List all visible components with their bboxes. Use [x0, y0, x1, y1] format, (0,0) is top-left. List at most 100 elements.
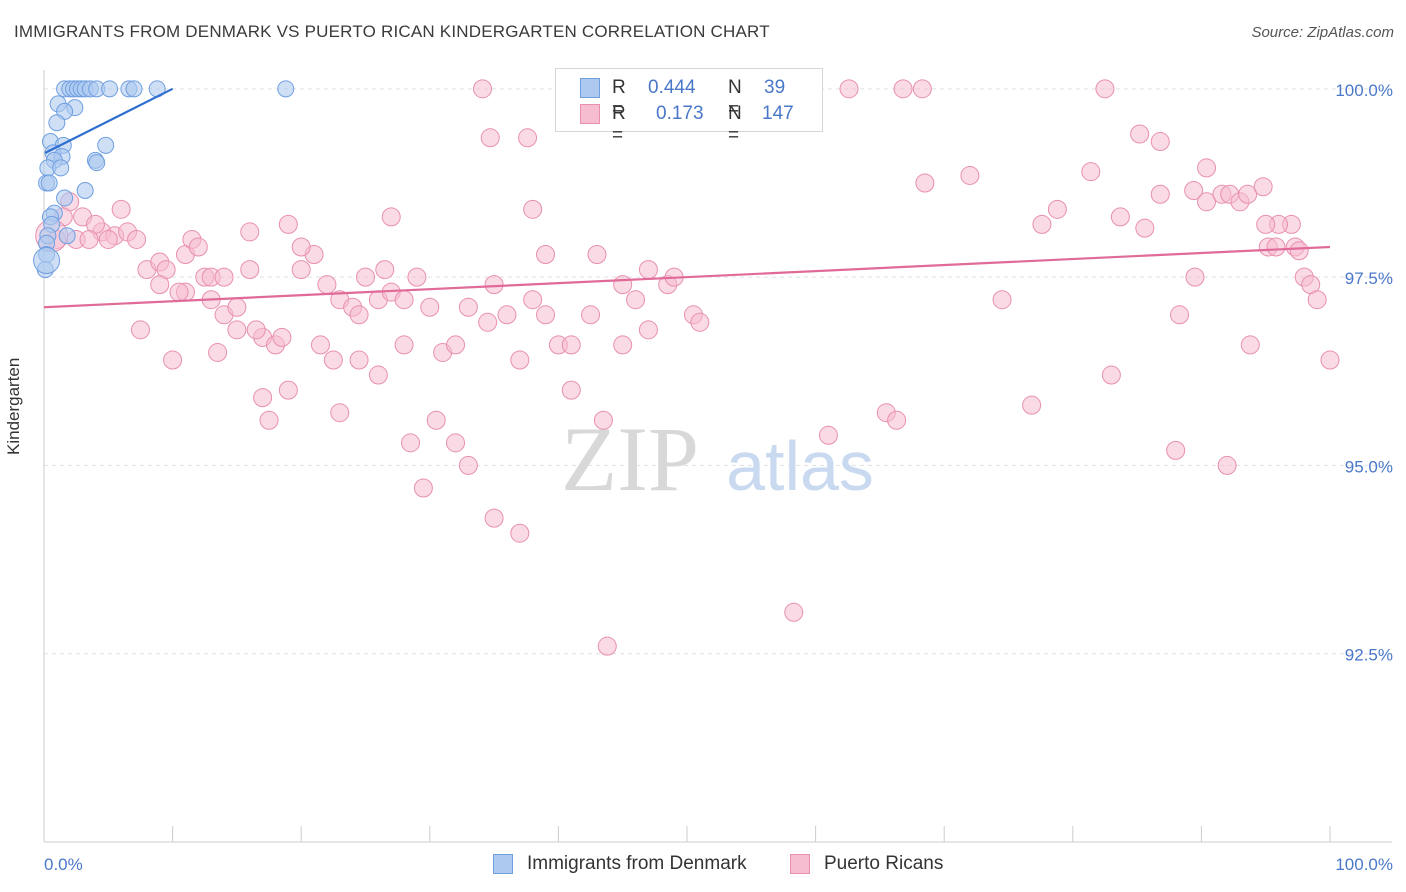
- data-point-puerto-ricans: [593, 410, 613, 430]
- data-point-puerto-ricans: [349, 305, 369, 325]
- trend-line-immigrants-from-denmark: [44, 87, 174, 154]
- data-point-puerto-ricans: [518, 128, 538, 148]
- data-point-puerto-ricans: [1130, 124, 1150, 144]
- data-point-puerto-ricans: [214, 267, 234, 287]
- data-point-puerto-ricans: [420, 297, 440, 317]
- data-point-puerto-ricans: [960, 165, 980, 185]
- legend-swatch-pink: [790, 854, 810, 874]
- data-point-puerto-ricans: [1150, 132, 1170, 152]
- legend-r-label: R =: [612, 103, 626, 146]
- data-point-puerto-ricans: [394, 335, 414, 355]
- data-point-puerto-ricans: [1095, 79, 1115, 99]
- series-puerto-ricans: [35, 79, 1340, 656]
- data-point-puerto-ricans: [1238, 184, 1258, 204]
- data-point-puerto-ricans: [992, 290, 1012, 310]
- y-tick-label: 97.5%: [1345, 269, 1393, 288]
- data-point-puerto-ricans: [587, 245, 607, 265]
- gridlines: [44, 88, 1392, 655]
- data-point-puerto-ricans: [259, 410, 279, 430]
- data-point-puerto-ricans: [1320, 350, 1340, 370]
- data-point-puerto-ricans: [208, 342, 228, 362]
- legend-label: Puerto Ricans: [824, 853, 944, 874]
- legend-swatch-pink: [580, 104, 600, 124]
- data-point-puerto-ricans: [484, 275, 504, 295]
- data-point-puerto-ricans: [1266, 237, 1286, 257]
- data-point-puerto-ricans: [690, 312, 710, 332]
- data-point-puerto-ricans: [127, 229, 147, 249]
- data-point-puerto-ricans: [626, 290, 646, 310]
- data-point-puerto-ricans: [98, 229, 118, 249]
- data-point-puerto-ricans: [1047, 199, 1067, 219]
- legend-n-label: N =: [728, 103, 742, 146]
- x-tick-label: 100.0%: [1335, 855, 1393, 874]
- y-tick-label: 92.5%: [1345, 646, 1393, 665]
- data-point-puerto-ricans: [446, 433, 466, 453]
- data-point-puerto-ricans: [381, 207, 401, 227]
- data-point-puerto-ricans: [446, 335, 466, 355]
- data-point-puerto-ricans: [597, 636, 617, 656]
- data-point-puerto-ricans: [893, 79, 913, 99]
- data-point-puerto-ricans: [1081, 162, 1101, 182]
- data-point-puerto-ricans: [638, 260, 658, 280]
- data-point-immigrants-from-denmark: [97, 136, 115, 154]
- data-point-immigrants-from-denmark: [48, 114, 66, 132]
- data-point-puerto-ricans: [413, 478, 433, 498]
- data-point-puerto-ricans: [227, 320, 247, 340]
- data-point-immigrants-from-denmark: [58, 227, 76, 245]
- data-point-puerto-ricans: [375, 260, 395, 280]
- data-point-puerto-ricans: [581, 305, 601, 325]
- data-point-puerto-ricans: [818, 425, 838, 445]
- data-point-puerto-ricans: [330, 403, 350, 423]
- data-point-puerto-ricans: [638, 320, 658, 340]
- data-point-puerto-ricans: [188, 237, 208, 257]
- tick-labels: 100.0% 97.5% 95.0% 92.5% 0.0% 100.0%: [44, 81, 1393, 874]
- legend-n-value: 147: [762, 103, 794, 124]
- data-point-puerto-ricans: [1150, 184, 1170, 204]
- data-point-puerto-ricans: [278, 214, 298, 234]
- data-point-puerto-ricans: [1185, 267, 1205, 287]
- data-point-immigrants-from-denmark: [88, 154, 106, 172]
- legend-n-value: 39: [764, 77, 786, 98]
- data-point-puerto-ricans: [79, 229, 99, 249]
- data-point-puerto-ricans: [1307, 290, 1327, 310]
- data-point-puerto-ricans: [1256, 214, 1276, 234]
- data-point-puerto-ricans: [1022, 395, 1042, 415]
- data-point-puerto-ricans: [240, 260, 260, 280]
- y-tick-label: 95.0%: [1345, 457, 1393, 476]
- legend-r-value: 0.444: [648, 77, 696, 98]
- data-point-puerto-ricans: [915, 173, 935, 193]
- data-point-puerto-ricans: [478, 312, 498, 332]
- trend-line-puerto-ricans: [43, 245, 1331, 309]
- data-point-puerto-ricans: [323, 350, 343, 370]
- data-point-puerto-ricans: [1240, 335, 1260, 355]
- data-point-puerto-ricans: [484, 508, 504, 528]
- data-point-puerto-ricans: [1101, 365, 1121, 385]
- data-point-puerto-ricans: [561, 380, 581, 400]
- data-point-puerto-ricans: [510, 523, 530, 543]
- data-point-immigrants-from-denmark: [56, 189, 74, 207]
- legend-r-label: R =: [612, 77, 626, 120]
- watermark-atlas: atlas: [726, 427, 874, 505]
- data-point-puerto-ricans: [246, 320, 266, 340]
- data-point-puerto-ricans: [169, 282, 189, 302]
- data-point-puerto-ricans: [1032, 214, 1052, 234]
- data-point-puerto-ricans: [407, 267, 427, 287]
- data-point-puerto-ricans: [240, 222, 260, 242]
- data-point-puerto-ricans: [401, 433, 421, 453]
- data-point-puerto-ricans: [839, 79, 859, 99]
- data-point-puerto-ricans: [1170, 305, 1190, 325]
- data-point-puerto-ricans: [1197, 158, 1217, 178]
- data-point-immigrants-from-denmark: [76, 182, 94, 200]
- data-point-puerto-ricans: [458, 455, 478, 475]
- data-point-puerto-ricans: [497, 305, 517, 325]
- data-point-puerto-ricans: [163, 350, 183, 370]
- data-point-puerto-ricans: [1253, 177, 1273, 197]
- chart-title: IMMIGRANTS FROM DENMARK VS PUERTO RICAN …: [14, 22, 770, 41]
- data-point-puerto-ricans: [1110, 207, 1130, 227]
- data-point-puerto-ricans: [394, 290, 414, 310]
- watermark-zip: ZIP: [561, 408, 699, 510]
- legend-label: Immigrants from Denmark: [527, 853, 747, 874]
- data-point-puerto-ricans: [613, 335, 633, 355]
- watermark: ZIP atlas: [561, 408, 874, 510]
